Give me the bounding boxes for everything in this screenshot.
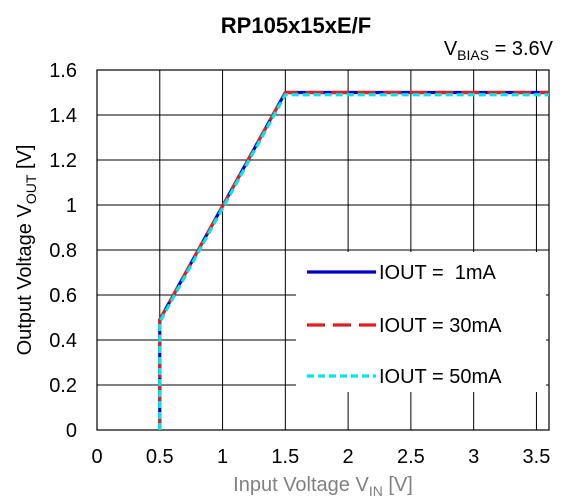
- series-layer: [158, 90, 549, 430]
- x-axis-label: Input Voltage VIN [V]: [233, 474, 413, 499]
- x-tick-label: 3: [468, 446, 479, 468]
- legend-label-2: IOUT = 30mA: [379, 315, 502, 337]
- y-tick-label: 0: [66, 420, 77, 442]
- y-tick-label: 0.6: [49, 285, 77, 307]
- bias-annotation: VBIAS = 3.6V: [444, 38, 554, 63]
- x-tick-label: 1.5: [271, 446, 299, 468]
- y-tick-label: 1: [66, 195, 77, 217]
- y-axis-label: Output Voltage VOUT [V]: [14, 145, 39, 356]
- legend-label-1: IOUT = 1mA: [379, 262, 497, 284]
- x-tick-label: 0: [91, 446, 102, 468]
- y-tick-label: 1.4: [49, 105, 77, 127]
- chart-title: RP105x15xE/F: [221, 13, 371, 38]
- x-tick-label: 1: [217, 446, 228, 468]
- y-tick-label: 0.8: [49, 240, 77, 262]
- series-line-3: [158, 93, 549, 430]
- tick-labels: 0 0.5 1 1.5 2 2.5 3 3.5 0 0.2 0.4 0.6 0.8 1 1.2 1.4 1.6: [49, 60, 550, 468]
- y-tick-label: 0.4: [49, 330, 77, 352]
- y-tick-label: 0.2: [49, 375, 77, 397]
- x-tick-label: 3.5: [523, 446, 551, 468]
- x-tick-label: 2: [343, 446, 354, 468]
- x-tick-label: 2.5: [397, 446, 425, 468]
- y-tick-label: 1.2: [49, 150, 77, 172]
- legend-label-3: IOUT = 50mA: [379, 366, 502, 388]
- y-tick-label: 1.6: [49, 60, 77, 82]
- legend-background: [296, 252, 546, 392]
- x-tick-label: 0.5: [146, 446, 174, 468]
- legend: IOUT = 1mA IOUT = 30mA IOUT = 50mA: [307, 262, 502, 388]
